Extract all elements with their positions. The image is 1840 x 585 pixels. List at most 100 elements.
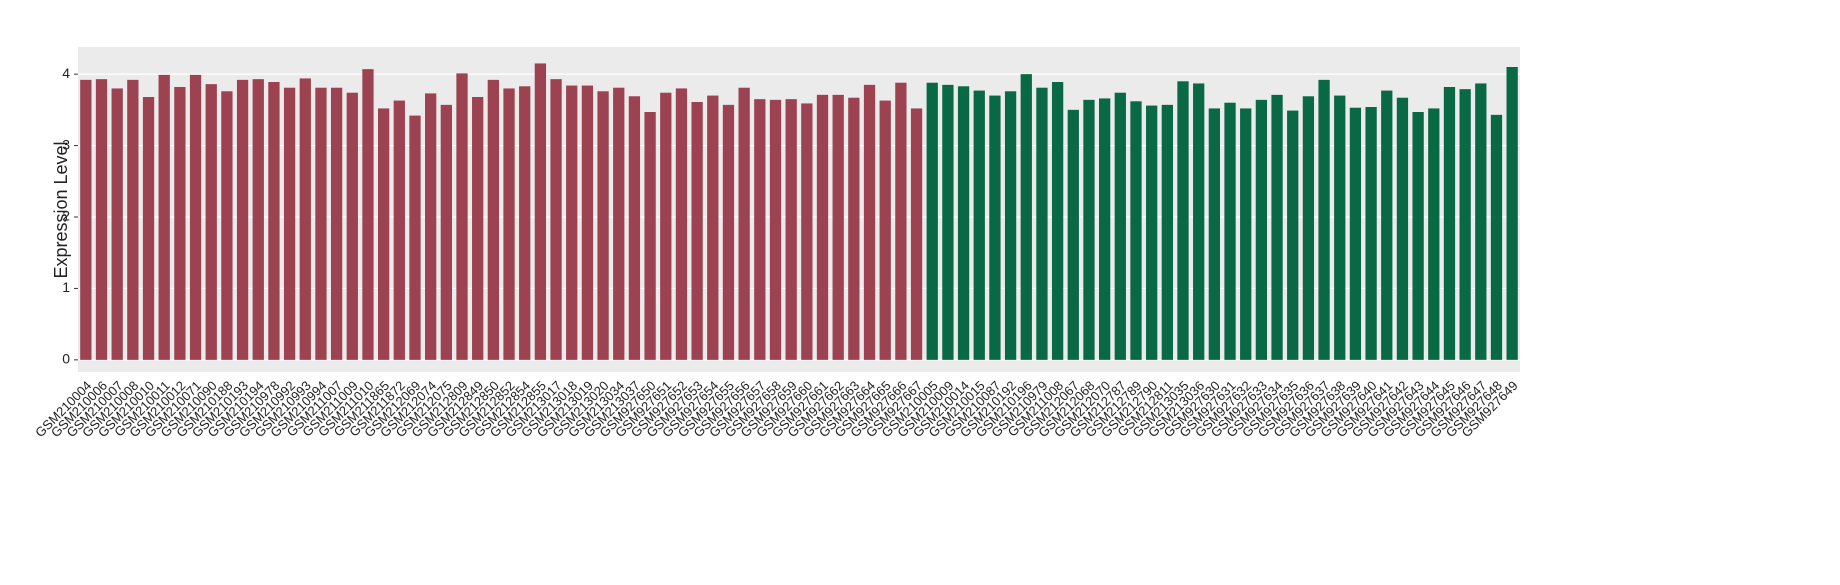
bar	[942, 84, 954, 360]
y-tick-label: 1	[62, 279, 70, 295]
bar	[957, 86, 970, 360]
bar	[111, 88, 123, 360]
bar	[95, 79, 108, 360]
bar	[1004, 91, 1017, 360]
bar	[691, 102, 703, 360]
bar	[785, 99, 797, 360]
bar	[362, 69, 374, 360]
bar	[1130, 101, 1142, 360]
bar	[1475, 83, 1487, 360]
bar	[221, 91, 233, 360]
bar	[487, 79, 500, 360]
bar	[1051, 82, 1064, 360]
bar	[973, 90, 985, 360]
bar	[534, 63, 547, 360]
bar	[1381, 90, 1393, 360]
bar	[989, 95, 1001, 360]
bar	[550, 79, 562, 360]
bar	[299, 78, 311, 360]
bar	[1334, 95, 1346, 360]
bar	[1224, 102, 1236, 360]
bar	[1240, 108, 1252, 360]
bar	[926, 82, 938, 360]
bar	[142, 97, 155, 360]
bar	[832, 94, 844, 360]
bar	[315, 87, 327, 360]
bar	[895, 82, 907, 360]
bar	[628, 96, 641, 360]
bar	[675, 88, 688, 360]
bar	[236, 79, 249, 360]
bar	[1459, 89, 1471, 360]
bar	[722, 104, 735, 360]
bar	[1020, 74, 1032, 360]
bar	[519, 86, 531, 360]
y-axis-title: Expression Level	[51, 141, 71, 278]
bar	[409, 115, 421, 360]
bar	[1349, 107, 1362, 360]
bar	[910, 108, 923, 360]
bar	[566, 85, 578, 360]
bar	[1287, 110, 1299, 360]
bar	[377, 108, 390, 360]
bar	[174, 87, 186, 360]
bar	[158, 74, 170, 360]
bar	[707, 95, 719, 360]
bar	[440, 104, 452, 360]
bar	[503, 88, 515, 360]
bar	[283, 87, 296, 360]
bar	[268, 82, 280, 360]
bar	[1036, 87, 1048, 360]
y-tick-label: 2	[62, 208, 70, 224]
bar	[1302, 96, 1315, 360]
bar	[252, 79, 264, 360]
bar	[1428, 108, 1440, 360]
y-tick-label: 3	[62, 136, 70, 152]
bar	[1412, 112, 1424, 360]
bar	[1255, 99, 1268, 360]
bar	[456, 73, 468, 360]
bar	[1396, 97, 1409, 360]
bar	[1177, 81, 1189, 360]
bar	[863, 84, 876, 360]
bar	[205, 84, 217, 360]
bar	[1490, 114, 1503, 360]
bar	[425, 93, 437, 360]
bar	[1193, 83, 1205, 360]
bar	[848, 97, 860, 360]
bar	[1506, 67, 1518, 360]
bar	[1443, 87, 1456, 360]
bar	[816, 94, 829, 360]
bar	[613, 87, 625, 360]
bar	[754, 99, 766, 360]
bar	[738, 87, 750, 360]
bar	[393, 100, 405, 360]
bar	[1208, 108, 1221, 360]
bar	[1067, 109, 1079, 360]
bar	[660, 92, 672, 360]
bar	[1161, 104, 1173, 360]
bar	[1318, 79, 1330, 360]
bar	[330, 87, 343, 360]
bar	[1114, 92, 1126, 360]
bar	[1365, 107, 1377, 360]
bar	[346, 92, 358, 360]
bar	[801, 103, 813, 360]
bar	[189, 74, 202, 360]
bar	[1146, 105, 1158, 360]
y-tick-label: 0	[62, 351, 70, 367]
y-tick-label: 4	[62, 65, 70, 81]
bar	[597, 91, 609, 360]
bar	[1083, 99, 1095, 360]
bar	[1098, 98, 1111, 360]
bar	[581, 85, 594, 360]
bar	[644, 112, 656, 360]
bar	[1271, 94, 1283, 360]
bar	[769, 99, 782, 360]
bar	[879, 100, 891, 360]
bar	[472, 97, 484, 360]
bar	[127, 79, 139, 360]
bar	[80, 79, 92, 360]
